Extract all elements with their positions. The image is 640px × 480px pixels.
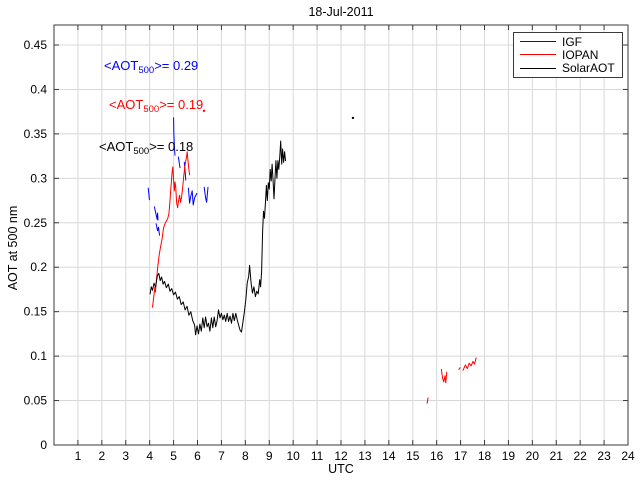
x-tick-label: 19 — [502, 449, 516, 463]
series-line-igf — [147, 187, 150, 201]
series-line-iopan — [440, 368, 448, 384]
x-tick-label: 7 — [218, 449, 225, 463]
x-tick-label: 3 — [122, 449, 129, 463]
x-tick-label: 4 — [146, 449, 153, 463]
x-tick-label: 24 — [621, 449, 635, 463]
x-tick-label: 10 — [286, 449, 300, 463]
x-tick-label: 14 — [382, 449, 396, 463]
y-tick-label: 0.4 — [30, 82, 47, 96]
legend-box: IGF IOPAN SolarAOT — [513, 32, 623, 78]
x-tick-label: 22 — [573, 449, 587, 463]
y-tick-label: 0.2 — [30, 260, 47, 274]
series-line-igf — [177, 156, 181, 169]
y-tick-label: 0 — [40, 438, 47, 452]
y-tick-label: 0.25 — [24, 216, 48, 230]
y-tick-label: 0.15 — [24, 305, 48, 319]
x-tick-label: 12 — [334, 449, 348, 463]
legend-line-sample-iopan — [520, 54, 556, 56]
x-tick-label: 11 — [311, 449, 324, 463]
x-tick-label: 17 — [454, 449, 468, 463]
y-tick-label: 0.45 — [24, 38, 48, 52]
x-tick-label: 13 — [358, 449, 372, 463]
legend-item-iopan: IOPAN — [514, 48, 622, 61]
x-tick-label: 20 — [526, 449, 540, 463]
series-line-iopan — [152, 151, 191, 308]
series-line-solaraot — [149, 140, 286, 336]
legend-label-solaraot: SolarAOT — [562, 61, 615, 76]
plot-title: 18-Jul-2011 — [308, 5, 374, 19]
x-axis-label: UTC — [328, 462, 354, 476]
series-line-iopan — [458, 367, 461, 370]
annotation-iopan-mean: <AOT500>= 0.19 — [109, 97, 204, 115]
stray-point-solaraot — [351, 116, 355, 120]
y-tick-label: 0.3 — [30, 171, 47, 185]
x-tick-label: 15 — [406, 449, 420, 463]
annotation-solaraot-mean: <AOT500>= 0.18 — [99, 139, 194, 157]
x-tick-label: 18 — [478, 449, 492, 463]
series-line-iopan — [426, 397, 429, 404]
stray-point-iopan — [202, 109, 206, 112]
x-tick-label: 5 — [170, 449, 177, 463]
x-tick-label: 9 — [266, 449, 273, 463]
series-line-igf — [153, 206, 159, 221]
legend-line-sample-igf — [520, 41, 556, 43]
legend-item-igf: IGF — [514, 35, 622, 48]
series-line-igf — [173, 117, 176, 156]
series-line-igf — [187, 187, 198, 206]
x-tick-label: 21 — [550, 449, 564, 463]
y-tick-label: 0.35 — [24, 127, 48, 141]
x-tick-label: 16 — [430, 449, 444, 463]
x-tick-label: 8 — [242, 449, 249, 463]
y-tick-label: 0.1 — [30, 349, 47, 363]
legend-label-iopan: IOPAN — [562, 47, 599, 62]
x-tick-label: 2 — [98, 449, 105, 463]
legend-label-igf: IGF — [562, 34, 582, 49]
x-tick-label: 1 — [75, 449, 82, 463]
annotation-igf-mean: <AOT500>= 0.29 — [104, 58, 199, 76]
y-axis-label: AOT at 500 nm — [6, 205, 20, 291]
x-tick-label: 6 — [194, 449, 201, 463]
legend-line-sample-solaraot — [520, 67, 556, 69]
legend-item-solaraot: SolarAOT — [514, 62, 622, 75]
series-line-igf — [203, 186, 209, 203]
x-tick-label: 23 — [597, 449, 611, 463]
series-line-iopan — [462, 357, 477, 371]
series-line-igf — [183, 161, 187, 181]
y-tick-label: 0.05 — [24, 394, 48, 408]
series-line-igf — [155, 223, 160, 236]
